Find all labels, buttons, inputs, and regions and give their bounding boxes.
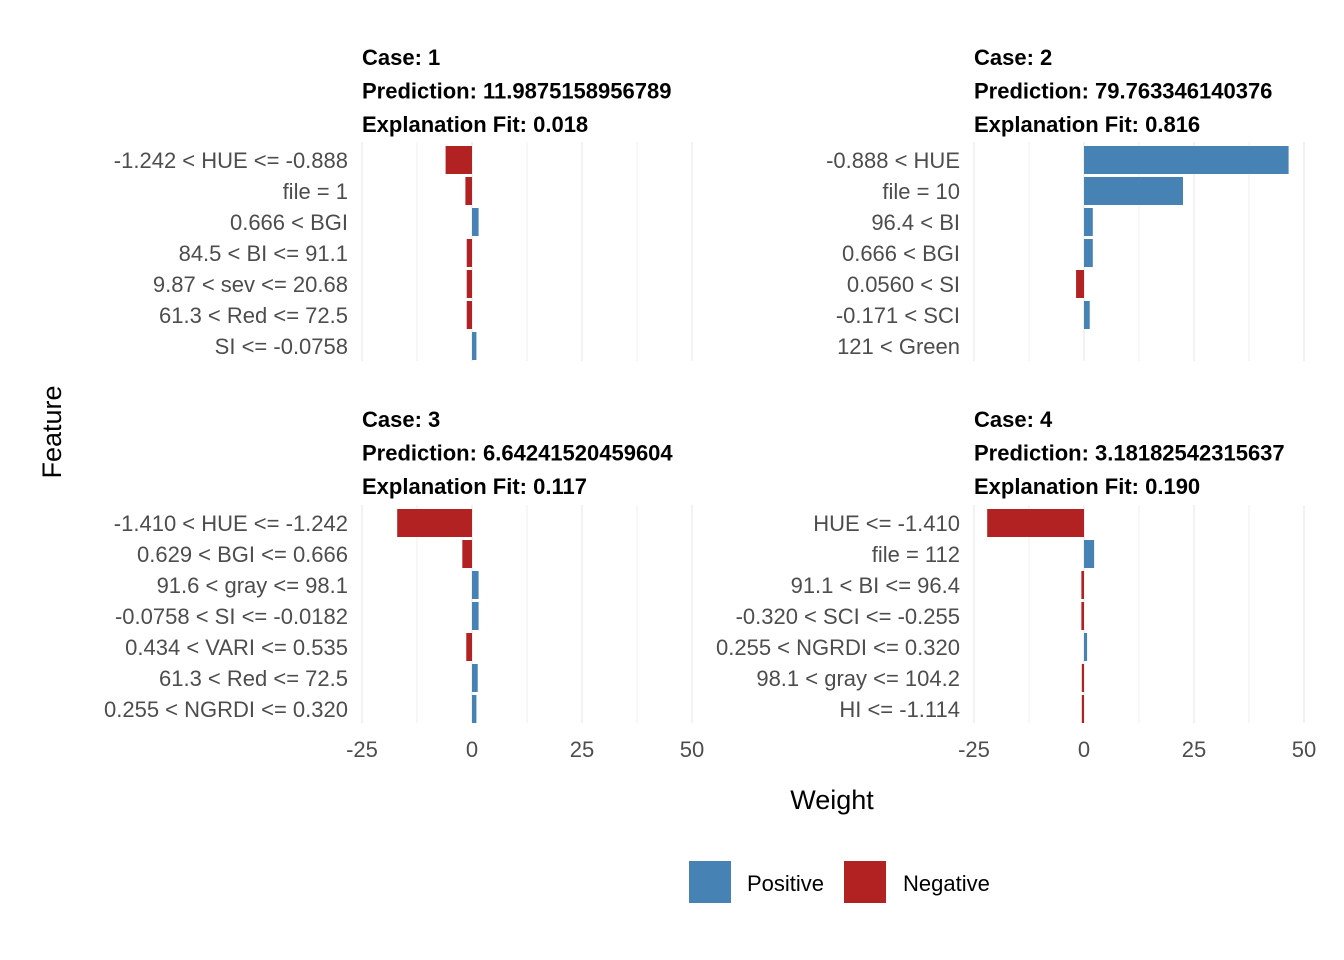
bar xyxy=(472,664,478,692)
feature-label: 0.434 < VARI <= 0.535 xyxy=(125,635,348,660)
bar xyxy=(472,332,477,360)
feature-label: 61.3 < Red <= 72.5 xyxy=(159,303,348,328)
prediction-title: Prediction: 6.64241520459604 xyxy=(362,441,673,466)
feature-label: file = 112 xyxy=(872,542,960,567)
prediction-title: Prediction: 11.9875158956789 xyxy=(362,79,671,104)
panel-case-2: Case: 2 Prediction: 79.763346140376 Explan… xyxy=(826,45,1305,361)
bar xyxy=(466,239,472,267)
legend-label-negative: Negative xyxy=(903,871,990,896)
fit-title: Explanation Fit: 0.190 xyxy=(974,474,1200,499)
feature-label: 84.5 < BI <= 91.1 xyxy=(179,241,348,266)
fit-title: Explanation Fit: 0.018 xyxy=(362,112,588,137)
feature-label: 96.4 < BI xyxy=(871,210,960,235)
x-tick-label: 0 xyxy=(466,737,478,762)
x-tick-label: 0 xyxy=(1078,737,1090,762)
feature-label: -0.320 < SCI <= -0.255 xyxy=(736,604,960,629)
bar xyxy=(1084,177,1183,205)
x-tick-label: 25 xyxy=(1182,737,1206,762)
feature-label: 0.255 < NGRDI <= 0.320 xyxy=(104,697,348,722)
panel-case-1: Case: 1 Prediction: 11.9875158956789 Expla… xyxy=(114,45,693,361)
feature-label: 121 < Green xyxy=(837,334,960,359)
x-axis-title: Weight xyxy=(790,785,874,815)
legend-swatch-positive xyxy=(689,861,731,903)
panel-case-4: Case: 4 Prediction: 3.18182542315637 Expla… xyxy=(716,407,1316,762)
feature-label: -1.410 < HUE <= -1.242 xyxy=(114,511,348,536)
fit-title: Explanation Fit: 0.117 xyxy=(362,474,587,499)
feature-label: 9.87 < sev <= 20.68 xyxy=(153,272,348,297)
bar xyxy=(466,633,472,661)
case-title: Case: 3 xyxy=(362,407,440,432)
feature-label: -0.888 < HUE xyxy=(826,148,960,173)
bar xyxy=(1081,664,1084,692)
bar xyxy=(1084,301,1090,329)
bar xyxy=(445,146,472,174)
x-tick-label: 50 xyxy=(1292,737,1316,762)
y-axis-title: Feature xyxy=(37,385,67,478)
bar xyxy=(1084,146,1289,174)
bar xyxy=(1084,633,1088,661)
bar xyxy=(472,208,479,236)
feature-label: file = 10 xyxy=(882,179,960,204)
feature-label: 98.1 < gray <= 104.2 xyxy=(756,666,960,691)
legend: Positive Negative xyxy=(689,861,990,903)
feature-label: 0.666 < BGI xyxy=(842,241,960,266)
x-tick-label: -25 xyxy=(958,737,990,762)
fit-title: Explanation Fit: 0.816 xyxy=(974,112,1200,137)
bar xyxy=(472,695,477,723)
case-title: Case: 2 xyxy=(974,45,1052,70)
feature-label: 91.6 < gray <= 98.1 xyxy=(157,573,348,598)
feature-label: SI <= -0.0758 xyxy=(215,334,348,359)
bar xyxy=(472,602,479,630)
feature-label: HUE <= -1.410 xyxy=(813,511,960,536)
bar xyxy=(397,509,472,537)
bar xyxy=(987,509,1084,537)
x-tick-label: 25 xyxy=(570,737,594,762)
bar xyxy=(462,540,472,568)
x-tick-label: 50 xyxy=(680,737,704,762)
bar xyxy=(1084,208,1093,236)
bar xyxy=(1081,571,1084,599)
feature-label: 61.3 < Red <= 72.5 xyxy=(159,666,348,691)
bar xyxy=(1081,602,1084,630)
bar xyxy=(1081,695,1084,723)
x-tick-label: -25 xyxy=(346,737,378,762)
bar xyxy=(472,571,479,599)
panel-case-3: Case: 3 Prediction: 6.64241520459604 Expla… xyxy=(104,407,704,762)
bar xyxy=(1084,540,1095,568)
bar xyxy=(1084,239,1093,267)
feature-label: 0.255 < NGRDI <= 0.320 xyxy=(716,635,960,660)
bar xyxy=(465,177,472,205)
bar xyxy=(466,270,472,298)
feature-label: -1.242 < HUE <= -0.888 xyxy=(114,148,348,173)
legend-label-positive: Positive xyxy=(747,871,824,896)
prediction-title: Prediction: 79.763346140376 xyxy=(974,79,1272,104)
feature-label: file = 1 xyxy=(283,179,348,204)
bar xyxy=(1076,270,1084,298)
facet-panels: Case: 1 Prediction: 11.9875158956789 Expla… xyxy=(104,45,1316,762)
case-title: Case: 1 xyxy=(362,45,440,70)
feature-label: HI <= -1.114 xyxy=(839,697,960,722)
feature-label: 91.1 < BI <= 96.4 xyxy=(791,573,960,598)
feature-label: 0.666 < BGI xyxy=(230,210,348,235)
bar xyxy=(466,301,472,329)
case-title: Case: 4 xyxy=(974,407,1053,432)
legend-swatch-negative xyxy=(844,861,886,903)
feature-label: 0.629 < BGI <= 0.666 xyxy=(137,542,348,567)
feature-label: -0.0758 < SI <= -0.0182 xyxy=(115,604,348,629)
feature-label: -0.171 < SCI xyxy=(836,303,960,328)
prediction-title: Prediction: 3.18182542315637 xyxy=(974,441,1285,466)
feature-label: 0.0560 < SI xyxy=(847,272,960,297)
